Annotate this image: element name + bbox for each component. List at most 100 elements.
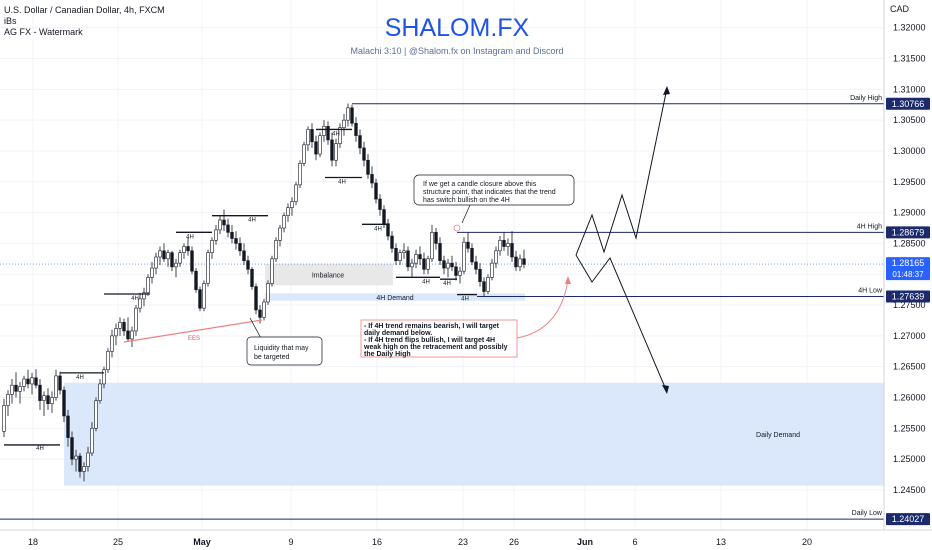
candle[interactable] xyxy=(502,232,506,251)
candle[interactable] xyxy=(490,258,494,281)
candle[interactable] xyxy=(358,129,362,155)
candle[interactable] xyxy=(274,237,278,262)
candle[interactable] xyxy=(178,249,182,267)
candle[interactable] xyxy=(186,237,190,256)
candle[interactable] xyxy=(346,103,350,127)
candle[interactable] xyxy=(362,141,366,167)
candle[interactable] xyxy=(410,258,414,278)
candle[interactable] xyxy=(298,160,302,188)
candle[interactable] xyxy=(374,178,378,204)
candle[interactable] xyxy=(270,255,274,287)
candle[interactable] xyxy=(246,255,250,275)
candle[interactable] xyxy=(46,388,50,410)
candle[interactable] xyxy=(450,255,454,272)
candle[interactable] xyxy=(378,194,382,216)
candle[interactable] xyxy=(50,391,54,413)
candle[interactable] xyxy=(454,261,458,281)
candle[interactable] xyxy=(466,232,470,253)
candle[interactable] xyxy=(130,326,134,347)
candle[interactable] xyxy=(122,318,126,336)
candle[interactable] xyxy=(390,231,394,253)
candle[interactable] xyxy=(306,126,310,151)
candle[interactable] xyxy=(494,246,498,269)
candle[interactable] xyxy=(110,329,114,358)
candle[interactable] xyxy=(350,104,354,127)
candle[interactable] xyxy=(518,254,522,272)
candle[interactable] xyxy=(486,274,490,294)
candle[interactable] xyxy=(182,243,186,259)
candle[interactable] xyxy=(342,114,346,136)
candle[interactable] xyxy=(226,218,230,238)
candle[interactable] xyxy=(462,237,466,275)
candle[interactable] xyxy=(430,224,434,262)
candle[interactable] xyxy=(54,369,58,401)
candle[interactable] xyxy=(522,249,526,269)
candle[interactable] xyxy=(406,246,410,272)
candle[interactable] xyxy=(310,123,314,148)
candle[interactable] xyxy=(426,255,430,275)
candle[interactable] xyxy=(474,255,478,275)
candle[interactable] xyxy=(2,398,6,437)
candle[interactable] xyxy=(422,252,426,275)
candle[interactable] xyxy=(302,141,306,167)
candle[interactable] xyxy=(250,266,254,290)
candle[interactable] xyxy=(290,197,294,216)
candle[interactable] xyxy=(90,422,94,457)
candle[interactable] xyxy=(506,238,510,256)
candle[interactable] xyxy=(170,250,174,272)
candle[interactable] xyxy=(238,237,242,256)
candle[interactable] xyxy=(222,209,226,232)
candles[interactable] xyxy=(2,103,526,482)
candle[interactable] xyxy=(150,261,154,284)
candle[interactable] xyxy=(102,366,106,389)
candle[interactable] xyxy=(214,224,218,245)
candle[interactable] xyxy=(30,372,34,395)
candle[interactable] xyxy=(154,252,158,275)
candle[interactable] xyxy=(326,121,330,145)
candle[interactable] xyxy=(126,317,130,343)
candle[interactable] xyxy=(190,246,194,275)
candle[interactable] xyxy=(38,379,42,410)
candle[interactable] xyxy=(266,280,270,306)
candle[interactable] xyxy=(498,236,502,256)
candle[interactable] xyxy=(158,246,162,265)
candle[interactable] xyxy=(6,390,10,416)
candle[interactable] xyxy=(138,292,142,313)
candle[interactable] xyxy=(482,277,486,297)
candle[interactable] xyxy=(514,250,518,272)
candle[interactable] xyxy=(10,379,14,404)
candle[interactable] xyxy=(118,317,122,336)
candle[interactable] xyxy=(230,224,234,244)
time-axis[interactable]: 18 25 May 9 16 23 26 Jun 6 13 20 xyxy=(0,529,932,550)
candle[interactable] xyxy=(210,237,214,259)
candle[interactable] xyxy=(34,369,38,389)
candle[interactable] xyxy=(198,286,202,312)
candle[interactable] xyxy=(434,228,438,250)
candle[interactable] xyxy=(286,203,290,222)
candle[interactable] xyxy=(94,397,98,432)
candle[interactable] xyxy=(98,379,102,404)
candle[interactable] xyxy=(234,231,238,250)
candle[interactable] xyxy=(62,386,66,423)
candle[interactable] xyxy=(74,449,78,472)
candle[interactable] xyxy=(262,298,266,321)
candle[interactable] xyxy=(470,243,474,265)
candle[interactable] xyxy=(82,462,86,482)
candle[interactable] xyxy=(206,249,210,287)
candle[interactable] xyxy=(418,246,422,265)
candle[interactable] xyxy=(446,258,450,278)
candle[interactable] xyxy=(70,431,74,466)
candle[interactable] xyxy=(398,249,402,265)
indicator-ibs[interactable]: iBs xyxy=(4,16,17,26)
candle[interactable] xyxy=(146,274,150,296)
candle[interactable] xyxy=(142,287,146,307)
candle[interactable] xyxy=(322,120,326,142)
symbol-title[interactable]: U.S. Dollar / Canadian Dollar, 4h, FXCM xyxy=(4,5,165,15)
candle[interactable] xyxy=(194,268,198,293)
candle[interactable] xyxy=(18,382,22,404)
candle[interactable] xyxy=(58,371,62,395)
candle[interactable] xyxy=(78,452,82,478)
candle[interactable] xyxy=(106,348,110,373)
indicator-watermark[interactable]: AG FX - Watermark xyxy=(4,27,83,37)
